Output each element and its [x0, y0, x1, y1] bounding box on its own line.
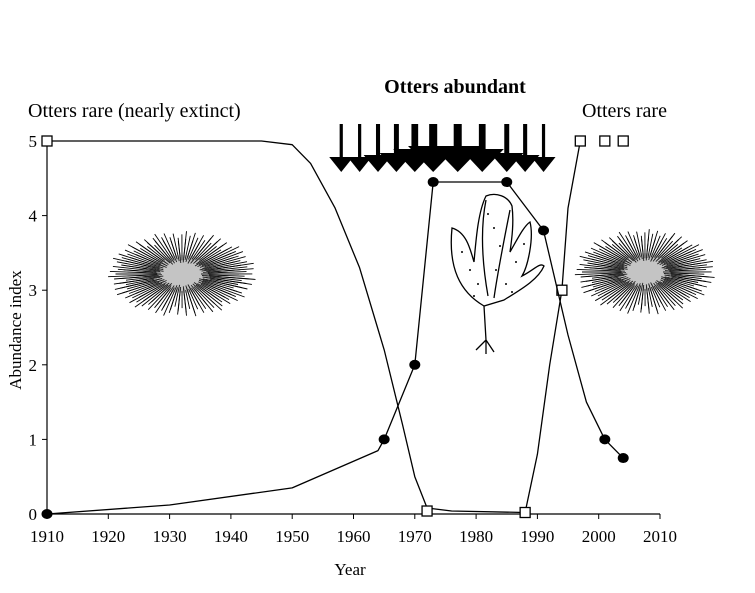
x-axis-title: Year	[334, 560, 366, 579]
data-series	[41, 135, 629, 519]
x-tick-label: 1920	[91, 527, 125, 546]
y-tick-label: 3	[29, 281, 38, 300]
x-tick-label: 1990	[520, 527, 554, 546]
data-point-square	[574, 135, 586, 147]
y-tick-label: 5	[29, 132, 38, 151]
data-point-square	[421, 505, 433, 517]
x-tick-label: 1970	[398, 527, 432, 546]
predation-arrow-shaft	[504, 124, 510, 154]
predation-arrow-shaft	[411, 124, 419, 150]
y-tick-label: 0	[29, 505, 38, 524]
x-tick-label: 1960	[337, 527, 371, 546]
predation-arrow-shaft	[358, 124, 362, 158]
kelp-illustration	[450, 193, 545, 354]
predation-arrow-shaft	[541, 124, 546, 158]
data-point-circle	[378, 434, 390, 445]
x-tick-label: 2000	[582, 527, 616, 546]
data-point-circle	[409, 359, 421, 370]
x-tick-label: 1940	[214, 527, 248, 546]
predation-arrow-shaft	[478, 124, 486, 150]
predation-arrow-shaft	[453, 124, 462, 147]
annotation-otters-rare-left: Otters rare (nearly extinct)	[28, 100, 241, 122]
data-point-circle	[617, 453, 629, 464]
predation-arrow-shaft	[523, 124, 528, 156]
data-point-circle	[427, 177, 439, 188]
predation-arrow-head	[329, 157, 354, 172]
sea-urchin-illustration	[108, 231, 256, 317]
data-point-square	[617, 135, 629, 147]
otter-predation-arrows	[329, 124, 556, 172]
predation-arrow-shaft	[429, 124, 438, 147]
sea-urchin-illustration	[574, 229, 715, 315]
x-tick-label: 1930	[153, 527, 187, 546]
annotation-otters-rare-right: Otters rare	[582, 100, 667, 122]
y-tick-label: 1	[29, 430, 38, 449]
series-line	[46, 181, 624, 515]
data-point-square	[41, 135, 53, 147]
data-point-circle	[538, 225, 550, 236]
predation-arrow-shaft	[375, 124, 381, 156]
y-tick-label: 4	[29, 207, 38, 226]
y-axis-title: Abundance index	[6, 270, 25, 390]
data-point-circle	[501, 177, 513, 188]
annotation-otters-abundant: Otters abundant	[384, 76, 526, 98]
x-tick-label: 1950	[275, 527, 309, 546]
x-tick-label: 2010	[643, 527, 677, 546]
data-point-square	[599, 135, 611, 147]
predation-arrow-head	[531, 157, 556, 172]
series-line	[47, 140, 581, 514]
predation-arrow-head	[347, 157, 372, 172]
predation-arrow-shaft	[393, 124, 399, 154]
y-tick-label: 2	[29, 356, 38, 375]
axis-ticks: 1910 1920 1930 1940 1950 1960 1970 1980 1990 2000…	[29, 132, 678, 546]
predation-arrow-shaft	[339, 124, 343, 158]
data-point-square	[519, 506, 531, 519]
x-tick-label: 1980	[459, 527, 493, 546]
data-point-circle	[599, 434, 611, 445]
predation-arrow-head	[510, 155, 540, 172]
x-tick-label: 1910	[30, 527, 64, 546]
data-point-circle	[41, 509, 53, 519]
